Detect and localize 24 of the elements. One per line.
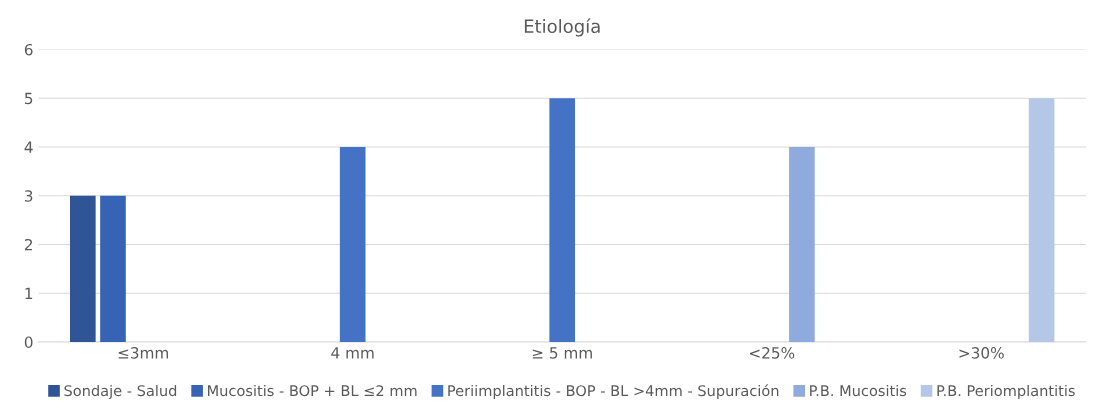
- x-tick-label: <25%: [749, 347, 795, 359]
- y-tick-label: 5: [24, 92, 33, 105]
- y-tick-label: 1: [25, 287, 33, 300]
- legend-label: Sondaje - Salud: [64, 384, 177, 400]
- legend-label: Mucositis - BOP + BL ≤2 mm: [208, 384, 417, 397]
- bar: [549, 98, 576, 342]
- bar: [100, 195, 126, 342]
- legend-label: P.B. Mucositis: [810, 384, 907, 397]
- legend-label: P.B. Periomplantitis: [937, 384, 1075, 400]
- bar: [339, 146, 366, 342]
- y-tick-label: 2: [24, 238, 32, 251]
- x-tick-label: ≥ 5 mm: [532, 347, 592, 359]
- x-tick-label: 4 mm: [331, 347, 374, 359]
- x-tick-label: >30%: [959, 347, 1004, 359]
- legend-label: Periimplantitis - BOP - BL >4mm - Supuración: [448, 384, 779, 400]
- bar: [69, 195, 96, 342]
- bar: [1028, 98, 1055, 342]
- chart-title: Etiología: [524, 18, 600, 37]
- x-tick-label: ≤3mm: [118, 347, 168, 359]
- y-tick-label: 6: [24, 43, 33, 56]
- y-tick-label: 4: [24, 141, 33, 153]
- y-tick-label: 3: [24, 190, 33, 202]
- bar: [789, 146, 815, 342]
- y-tick-label: 0: [24, 336, 33, 348]
